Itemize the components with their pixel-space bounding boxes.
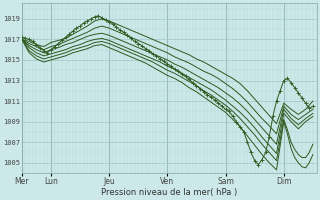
X-axis label: Pression niveau de la mer( hPa ): Pression niveau de la mer( hPa ) xyxy=(101,188,237,197)
